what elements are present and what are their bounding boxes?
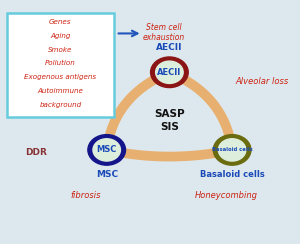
Circle shape: [93, 139, 120, 161]
Text: Basaloid cells: Basaloid cells: [212, 147, 253, 152]
Text: Stem cell
exhaustion: Stem cell exhaustion: [142, 22, 184, 42]
Circle shape: [156, 61, 183, 83]
Text: DDR: DDR: [26, 148, 47, 157]
Text: Pollution: Pollution: [45, 60, 76, 66]
Text: Exogenous antigens: Exogenous antigens: [24, 74, 97, 80]
Text: background: background: [39, 102, 82, 108]
FancyBboxPatch shape: [7, 13, 114, 117]
Text: Basaloid cells: Basaloid cells: [200, 170, 265, 179]
Text: MSC: MSC: [96, 170, 118, 179]
Circle shape: [218, 139, 246, 161]
Circle shape: [151, 57, 188, 88]
Text: Honeycombing: Honeycombing: [195, 192, 258, 201]
Text: fibrosis: fibrosis: [70, 192, 101, 201]
Text: Alveolar loss: Alveolar loss: [236, 77, 289, 86]
Text: MSC: MSC: [97, 145, 117, 154]
Text: Autoimmune: Autoimmune: [38, 88, 83, 94]
Circle shape: [213, 135, 251, 165]
Text: Genes: Genes: [49, 19, 72, 25]
Circle shape: [88, 135, 125, 165]
Text: AECII: AECII: [156, 43, 183, 52]
Text: AECII: AECII: [157, 68, 182, 77]
Text: Aging: Aging: [50, 33, 70, 39]
Text: SASP
SIS: SASP SIS: [154, 109, 185, 132]
Text: Smoke: Smoke: [48, 47, 73, 52]
